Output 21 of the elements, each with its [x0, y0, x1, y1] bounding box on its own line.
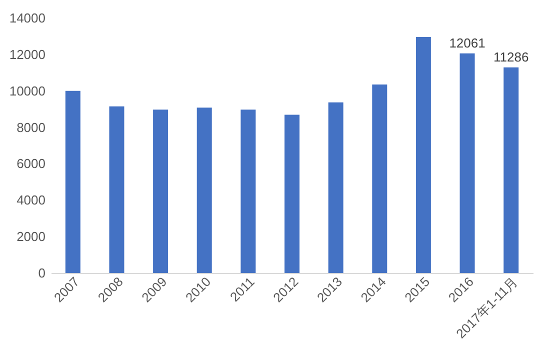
bar [196, 108, 212, 273]
bar [284, 114, 300, 273]
bar [109, 106, 124, 273]
y-tick-label: 2000 [16, 229, 46, 244]
bar [65, 90, 80, 273]
data-label: 12061 [449, 35, 486, 50]
y-tick-label: 4000 [16, 192, 46, 208]
y-tick-label: 14000 [9, 10, 46, 26]
y-tick-label: 0 [38, 266, 46, 280]
bar [240, 110, 256, 273]
y-tick-label: 12000 [9, 46, 46, 62]
bar [504, 67, 519, 273]
data-label: 11286 [493, 49, 529, 64]
bar [460, 53, 475, 273]
bar [416, 36, 431, 273]
bar [153, 110, 168, 273]
bar [328, 102, 344, 273]
y-tick-label: 8000 [16, 120, 46, 135]
y-tick-label: 10000 [9, 83, 46, 98]
bar [372, 84, 388, 273]
y-tick-label: 6000 [16, 156, 46, 172]
